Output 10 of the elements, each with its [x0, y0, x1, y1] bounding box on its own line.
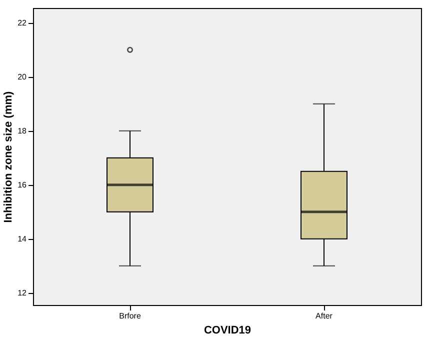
x-tick-label: Brfore	[119, 312, 142, 320]
x-axis-title: COVID19	[204, 324, 252, 336]
y-axis-title: Inhibition zone size (mm)	[2, 90, 15, 223]
y-tick-label: 22	[18, 18, 28, 28]
y-tick-label: 14	[18, 234, 28, 244]
x-tick-label: After	[316, 312, 333, 320]
y-tick-label: 12	[18, 288, 28, 298]
y-tick-label: 16	[18, 180, 28, 190]
y-tick-label: 20	[18, 72, 28, 82]
y-tick-label: 18	[18, 126, 28, 136]
